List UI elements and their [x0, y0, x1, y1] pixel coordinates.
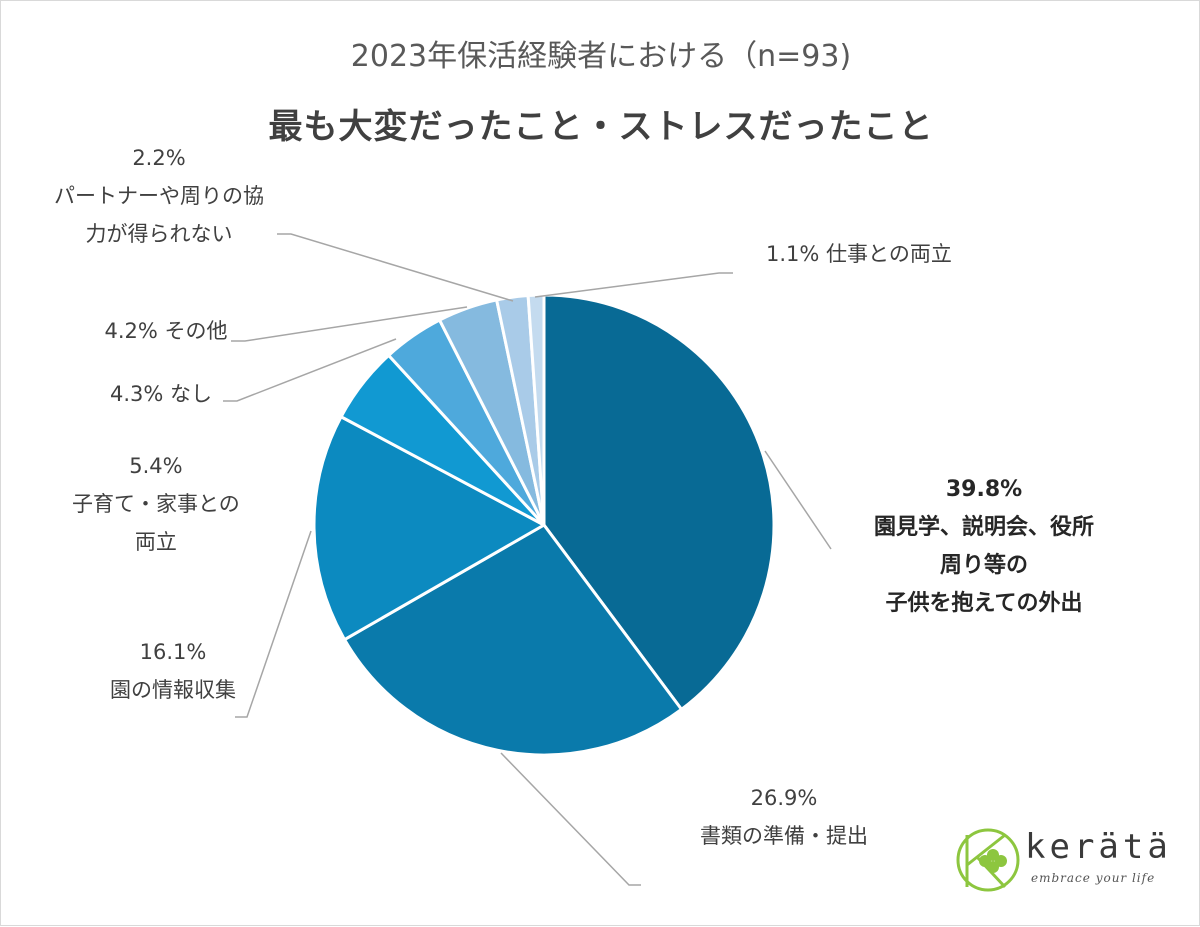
slice-category-label: 力が得られない — [85, 222, 233, 246]
pie-slice-2 — [343, 523, 684, 757]
slice-label-1: 39.8% 園見学、説明会、役所 周り等の子供を抱えての外出 — [874, 471, 1094, 623]
slice-category-label: なし — [170, 382, 213, 406]
logo-tagline: embrace your life — [1031, 871, 1156, 885]
slice-label-7: 2.2% パートナーや周りの協 力が得られない — [54, 139, 264, 253]
pie-slice-1 — [542, 293, 776, 711]
slice-label-4: 5.4% 子育て・家事との 両立 — [72, 447, 240, 561]
slice-category-label: 仕事との両立 — [826, 242, 952, 266]
kerata-logo: kerätä embrace your life — [953, 825, 1173, 895]
pie-slice-3 — [312, 415, 546, 642]
slice-value-label: 4.3% — [110, 382, 164, 406]
logo-wordmark: kerätä — [1025, 827, 1172, 867]
slice-value-label: 16.1% — [139, 640, 207, 664]
slice-value-label: 5.4% — [129, 454, 183, 478]
slice-category-label: 園の情報収集 — [110, 678, 236, 702]
leader-line-1 — [764, 450, 832, 550]
slice-category-label: 子供を抱えての外出 — [885, 591, 1083, 616]
slice-category-label: 子育て・家事との — [72, 492, 240, 516]
slice-label-2: 26.9% 書類の準備・提出 — [700, 779, 868, 855]
leader-line-7 — [277, 233, 514, 302]
clover-logo-icon — [956, 828, 1020, 892]
slice-category-label: 書類の準備・提出 — [700, 824, 868, 848]
leader-line-8 — [534, 272, 733, 298]
slice-value-label: 26.9% — [750, 786, 818, 810]
slice-category-label: 両立 — [134, 530, 177, 554]
slice-label-3: 16.1% 園の情報収集 — [110, 633, 236, 709]
slice-value-label: 39.8% — [945, 477, 1023, 502]
leader-line-3 — [235, 530, 312, 718]
slice-label-6: 4.2% その他 — [105, 316, 228, 346]
leader-line-2 — [500, 752, 641, 886]
chart-subtitle: 最も大変だったこと・ストレスだったこと — [268, 107, 934, 147]
slice-value-label: 4.2% — [104, 319, 158, 343]
slice-value-label: 2.2% — [132, 146, 186, 170]
leader-line-6 — [231, 306, 468, 342]
slice-label-8: 1.1% 仕事との両立 — [766, 239, 952, 269]
slice-value-label: 1.1% — [766, 242, 820, 266]
pie-slice-8 — [526, 293, 546, 527]
slice-category-label: 園見学、説明会、役所 — [874, 515, 1095, 540]
slice-category-label: 周り等の — [940, 553, 1029, 578]
leader-line-5 — [223, 338, 397, 402]
slice-category-label: パートナーや周りの協 — [54, 184, 264, 208]
chart-title: 2023年保活経験者における（n=93) — [350, 39, 852, 74]
slice-label-5: 4.3% なし — [110, 379, 212, 409]
slice-category-label: その他 — [164, 319, 228, 343]
